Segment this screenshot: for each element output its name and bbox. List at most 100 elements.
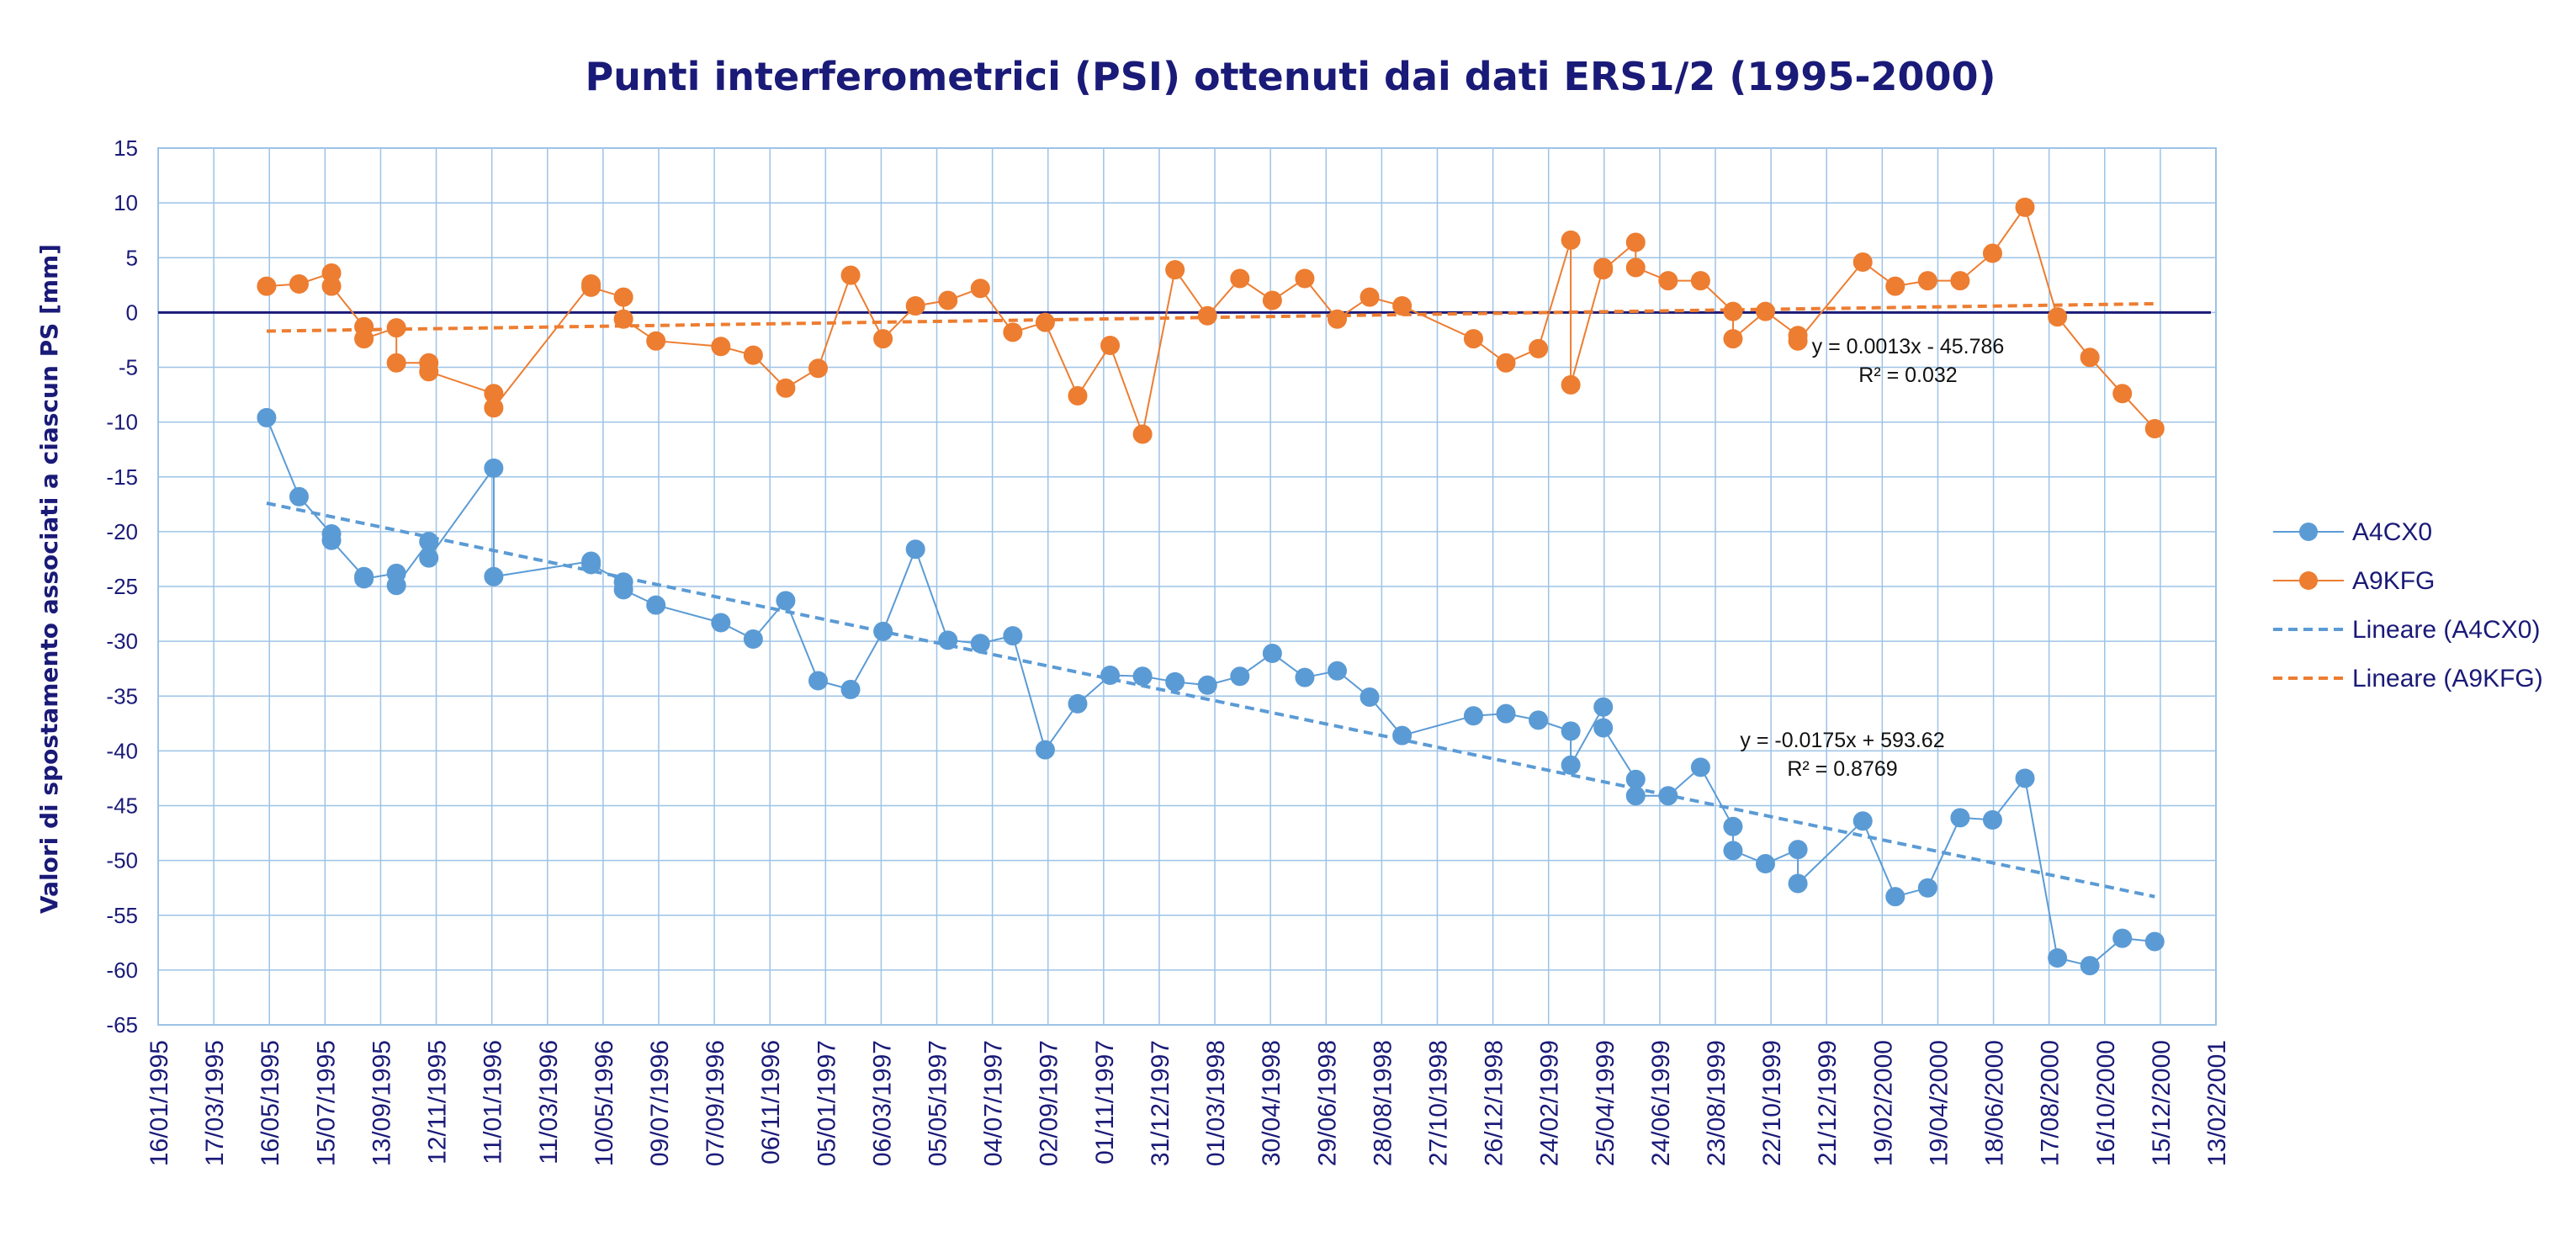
- y-tick-label: -5: [119, 355, 138, 380]
- data-point-a4cx0: [1723, 816, 1743, 836]
- y-tick-label: -25: [106, 574, 138, 599]
- chart-title: Punti interferometrici (PSI) ottenuti da…: [585, 54, 1996, 99]
- plot-border: [157, 147, 2217, 1026]
- x-tick-label: 09/07/1996: [646, 1040, 674, 1166]
- plot-area: 15 10 5 0 -5 -10 -15 -20 -25 -30 -35 -40 -45 -50 -55 -6…: [106, 135, 2231, 1166]
- data-point-a4cx0: [2015, 768, 2035, 788]
- data-point-a4cx0: [2112, 928, 2133, 948]
- x-tick-label: 19/02/2000: [1869, 1040, 1897, 1166]
- legend-swatch-marker-a9kfg: [2299, 571, 2318, 590]
- data-point-a9kfg: [1230, 268, 1250, 289]
- x-tick-label: 11/03/1996: [535, 1040, 563, 1165]
- data-point-a4cx0: [1360, 687, 1380, 708]
- x-tick-label: 21/12/1999: [1814, 1040, 1842, 1166]
- x-tick-label: 02/09/1997: [1036, 1040, 1063, 1166]
- data-point-a4cx0: [1950, 808, 1970, 828]
- legend-swatch-marker-a4cx0: [2299, 523, 2318, 541]
- x-tick-label: 01/11/1997: [1091, 1040, 1119, 1165]
- x-tick-label: 01/03/1998: [1202, 1040, 1230, 1166]
- data-point-a9kfg: [1392, 296, 1413, 316]
- data-point-a9kfg: [711, 337, 731, 357]
- x-tick-label: 15/07/1995: [312, 1040, 340, 1166]
- data-point-a9kfg: [613, 309, 633, 329]
- data-point-a4cx0: [1197, 675, 1217, 695]
- y-tick-label: -40: [106, 738, 138, 763]
- data-point-a4cx0: [1885, 887, 1905, 907]
- data-point-a9kfg: [1561, 230, 1581, 250]
- data-point-a9kfg: [776, 378, 796, 398]
- data-point-a4cx0: [1295, 667, 1315, 687]
- data-point-a4cx0: [646, 595, 666, 615]
- data-point-a9kfg: [2080, 348, 2100, 368]
- trendline-equation: y = 0.0013x - 45.786: [1812, 335, 2005, 358]
- x-tick-label: 06/11/1996: [757, 1040, 785, 1165]
- data-point-a9kfg: [419, 362, 439, 382]
- data-point-a4cx0: [1529, 710, 1549, 730]
- data-point-a9kfg: [1165, 260, 1185, 280]
- data-point-a4cx0: [1625, 769, 1646, 789]
- data-point-a9kfg: [873, 329, 893, 349]
- x-tick-label: 05/01/1997: [813, 1040, 840, 1166]
- data-point-a4cx0: [808, 671, 828, 691]
- data-point-a9kfg: [354, 329, 374, 349]
- x-tick-label: 10/05/1996: [591, 1040, 618, 1166]
- data-point-a4cx0: [1690, 757, 1710, 777]
- data-point-a4cx0: [2144, 931, 2165, 952]
- data-point-a9kfg: [1982, 243, 2002, 263]
- x-tick-label: 23/08/1999: [1703, 1040, 1731, 1166]
- data-point-a9kfg: [1788, 331, 1808, 351]
- data-point-a9kfg: [1723, 301, 1743, 321]
- data-point-a4cx0: [419, 548, 439, 568]
- x-tick-label: 19/04/2000: [1925, 1040, 1953, 1166]
- y-tick-label: 0: [126, 300, 138, 325]
- x-tick-label: 07/09/1996: [702, 1040, 729, 1166]
- data-point-a9kfg: [1197, 305, 1217, 326]
- x-tick-label: 16/05/1995: [257, 1040, 284, 1166]
- x-tick-label: 17/03/1995: [201, 1040, 229, 1166]
- data-point-a4cx0: [1496, 703, 1516, 724]
- data-point-a9kfg: [938, 290, 958, 310]
- data-point-a4cx0: [484, 566, 504, 586]
- data-point-a4cx0: [613, 580, 633, 600]
- data-point-a4cx0: [1327, 661, 1347, 681]
- trendline-equation: y = -0.0175x + 593.62: [1740, 729, 1944, 752]
- data-point-a9kfg: [1625, 257, 1646, 278]
- y-tick-label: 5: [126, 245, 138, 270]
- data-point-a4cx0: [1230, 666, 1250, 687]
- data-point-a9kfg: [2048, 307, 2068, 327]
- data-point-a9kfg: [321, 276, 342, 296]
- data-point-a9kfg: [1035, 312, 1055, 332]
- data-point-a4cx0: [1035, 740, 1055, 760]
- data-point-a9kfg: [289, 274, 309, 295]
- data-point-a9kfg: [2144, 418, 2165, 438]
- y-tick-label: -50: [106, 848, 138, 873]
- data-point-a4cx0: [1561, 755, 1581, 775]
- data-point-a4cx0: [289, 486, 309, 507]
- x-tick-label: 18/06/2000: [1981, 1040, 2009, 1166]
- data-point-a4cx0: [1658, 786, 1678, 806]
- y-axis-title: Valori di spostamento associati a ciascu…: [35, 244, 63, 914]
- data-point-a9kfg: [1625, 232, 1646, 252]
- x-tick-label: 04/07/1997: [980, 1040, 1008, 1166]
- data-point-a4cx0: [321, 530, 342, 550]
- data-point-a9kfg: [1658, 271, 1678, 291]
- data-point-a9kfg: [1100, 335, 1121, 355]
- data-point-a4cx0: [1625, 786, 1646, 806]
- x-tick-label: 31/12/1997: [1147, 1040, 1174, 1166]
- data-point-a4cx0: [2048, 948, 2068, 968]
- y-tick-label: -65: [106, 1012, 138, 1037]
- y-tick-label: -55: [106, 903, 138, 928]
- data-point-a4cx0: [1593, 697, 1614, 717]
- data-point-a4cx0: [1723, 841, 1743, 861]
- legend-label-lineare-a4cx0: Lineare (A4CX0): [2352, 616, 2540, 644]
- data-point-a9kfg: [1690, 271, 1710, 291]
- data-point-a9kfg: [386, 353, 406, 373]
- x-tick-label: 11/01/1996: [480, 1040, 507, 1165]
- data-point-a9kfg: [1132, 424, 1153, 444]
- data-point-a4cx0: [776, 591, 796, 611]
- data-point-a9kfg: [1723, 329, 1743, 349]
- data-point-a4cx0: [743, 629, 763, 650]
- data-point-a4cx0: [1756, 854, 1776, 874]
- data-point-a9kfg: [1360, 287, 1380, 307]
- data-point-a9kfg: [386, 318, 406, 338]
